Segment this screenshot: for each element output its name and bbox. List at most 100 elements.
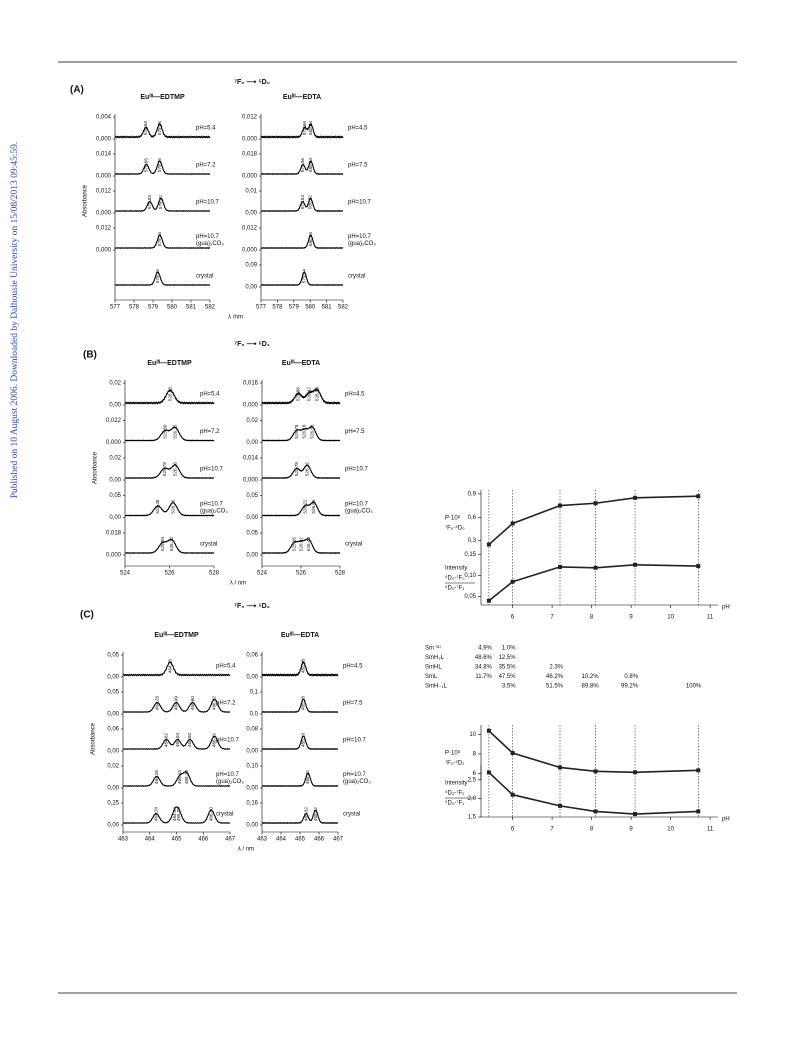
data-point <box>558 503 562 508</box>
x-tick-label: 6 <box>511 827 515 833</box>
x-tick-label: 8 <box>590 827 594 833</box>
data-line <box>488 495 699 546</box>
peak-label: 579.64 <box>302 269 307 283</box>
y-tick-label: 0,012 <box>96 189 112 195</box>
y-tick-label: 0,00 <box>107 786 119 792</box>
y-tick-label: 0,00 <box>107 675 119 681</box>
y-axis-label: Intensity <box>445 566 467 572</box>
y-tick-label: 0,00 <box>246 786 258 792</box>
y-tick-label: 0,000 <box>96 174 112 180</box>
y-tick-label: 0,000 <box>96 211 112 217</box>
x-tick-label: 582 <box>338 305 349 311</box>
y-tick-label: 0,000 <box>242 248 258 254</box>
peak-label: 526.10 <box>169 537 174 551</box>
peak-label: 526.18 <box>302 424 307 438</box>
spectrum <box>260 160 344 176</box>
spectrum <box>261 464 341 480</box>
x-tick-label: 10 <box>667 615 674 621</box>
x-tick-label: 524 <box>120 571 131 577</box>
data-point <box>486 728 491 733</box>
y-tick-label: 0,06 <box>246 653 258 659</box>
peak-label: 526.03 <box>167 387 172 401</box>
x-tick-label: 465 <box>295 837 306 843</box>
y-axis-label: P·10⁸ <box>445 750 461 757</box>
peak-label: 580.04 <box>308 121 313 135</box>
y-tick-label: 0,25 <box>107 801 119 807</box>
spectrum-label: crystal <box>348 274 365 280</box>
column-title: Euᴵᴵᴵ—EDTA <box>281 632 319 639</box>
y-axis-label: Absorbance <box>93 451 99 484</box>
spectrum <box>261 735 339 751</box>
peak-label: 578.65 <box>144 158 149 172</box>
spectrum-label: pH=4.5 <box>348 126 368 132</box>
spectrum <box>114 197 211 212</box>
spectrum <box>261 538 341 555</box>
x-tick-label: 581 <box>186 305 197 311</box>
y-tick-label: 0,000 <box>96 137 112 143</box>
spectrum-label: pH=10.7 (gua)₂CO₃ <box>343 772 371 785</box>
x-tick-label: 8 <box>590 615 594 621</box>
peak-label: 526.66 <box>311 499 316 513</box>
spectrum-label: pH=7.5 <box>343 701 363 707</box>
data-point <box>633 495 638 500</box>
x-tick-label: 10 <box>667 827 674 833</box>
y-tick-label: 6 <box>473 771 477 777</box>
species-percent: 12.5% <box>499 655 517 661</box>
x-tick-label: 579 <box>148 305 159 311</box>
spectrum-label: crystal <box>200 542 217 548</box>
species-name: SmH₂L <box>425 655 445 661</box>
spectrum-label: pH=10.7 <box>200 467 224 473</box>
y-tick-label: 0,022 <box>106 418 122 424</box>
x-tick-label: 7 <box>550 615 554 621</box>
peak-label: 464.94 <box>172 807 177 821</box>
y-tick-label: 8 <box>473 752 477 758</box>
peak-label: 465.60 <box>190 696 195 710</box>
y-tick-label: 0,012 <box>242 115 258 121</box>
spectrum <box>124 502 215 517</box>
data-point <box>558 765 562 770</box>
peak-label: 525.80 <box>162 424 167 438</box>
y-axis-label: P·10⁸ <box>445 515 461 522</box>
y-tick-label: 0,00 <box>107 823 119 829</box>
panel-label: (A) <box>70 85 84 96</box>
spectrum <box>122 661 231 677</box>
spectrum-label: pH=10.7 (gua)₂CO₃ <box>216 772 244 785</box>
column-title: Euᴵᴵᴵ—EDTA <box>282 360 320 367</box>
peak-label: 525.65 <box>291 537 296 551</box>
x-axis-label: pH <box>722 605 730 611</box>
spectrum <box>114 160 211 175</box>
spectrum <box>122 770 231 787</box>
spectrum <box>260 234 344 250</box>
data-point <box>696 768 701 773</box>
spectrum-label: pH=10.7 (gua)₂CO₃ <box>345 501 373 514</box>
spectrum <box>261 660 339 677</box>
species-percent: 100% <box>686 684 702 690</box>
data-point <box>633 812 638 817</box>
y-tick-label: 0,15 <box>464 552 476 558</box>
y-tick-label: 0,012 <box>96 226 112 232</box>
data-point <box>510 579 515 584</box>
spectrum <box>260 123 344 139</box>
y-axis-label: Intensity <box>445 781 467 787</box>
data-line <box>488 564 699 602</box>
peak-label: 579.35 <box>157 158 162 172</box>
y-axis-label: ⁷F₀-⁵D₂ <box>445 760 465 767</box>
species-percent: 35.5% <box>499 665 517 671</box>
y-tick-label: 0,00 <box>107 712 119 718</box>
y-tick-label: 1,5 <box>468 815 477 821</box>
y-tick-label: 10 <box>469 732 476 738</box>
species-percent: 3.5% <box>502 684 516 690</box>
peak-label: 579.42 <box>158 195 163 209</box>
transition: ⁷F₀ ⟶ ⁵D₁ <box>234 341 270 348</box>
x-axis-label: λ / nm <box>230 581 246 587</box>
species-percent: 51.5% <box>546 684 564 690</box>
y-tick-label: 0,012 <box>242 226 258 232</box>
peak-label: 465.04 <box>175 733 180 747</box>
x-tick-label: 578 <box>272 305 283 311</box>
x-tick-label: 577 <box>256 305 267 311</box>
spectrum <box>114 123 211 139</box>
data-point <box>510 750 515 755</box>
peak-label: 465.18 <box>301 696 306 710</box>
x-tick-label: 580 <box>167 305 178 311</box>
x-tick-label: 579 <box>289 305 300 311</box>
